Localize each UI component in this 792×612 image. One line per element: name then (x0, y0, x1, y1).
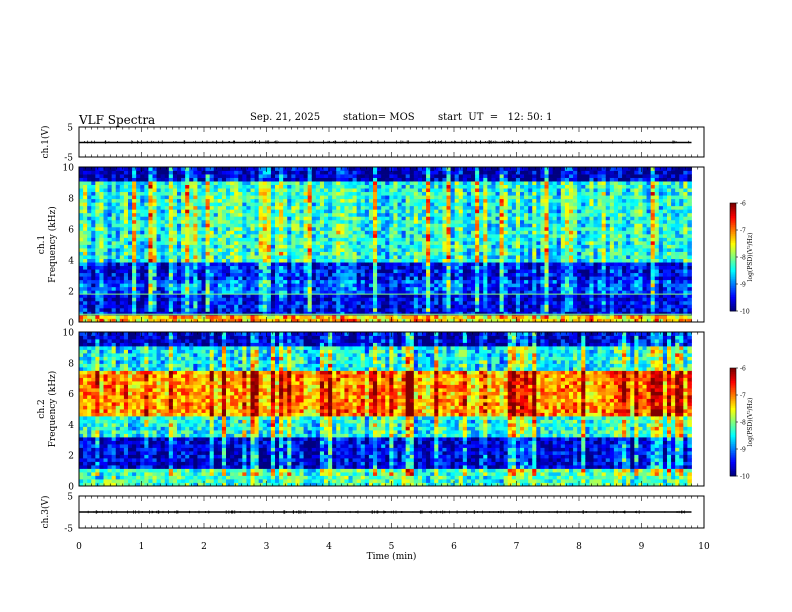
x-tick-label: 6 (451, 542, 457, 552)
y-tick-label-0: -5 (64, 154, 73, 164)
colorbar-tick-label-1: -8 (740, 255, 746, 262)
y-tick-label-3: 5 (67, 493, 73, 503)
x-tick-label: 0 (76, 542, 82, 552)
spectrogram-cells (79, 167, 692, 323)
y-tick-label-spec-1: 0 (68, 319, 74, 329)
y-axis-label-spec-2: Frequency (kHz) (47, 371, 58, 448)
y-tick-label-0: 5 (67, 124, 73, 134)
y-tick-label-spec-2: 8 (68, 359, 74, 369)
y-tick-label-3: -5 (64, 525, 73, 535)
y-axis-label-0: ch.1(V) (40, 126, 51, 159)
x-tick-label: 10 (698, 542, 710, 552)
colorbar-tick-label-1: -9 (740, 282, 746, 289)
x-tick-label: 3 (264, 542, 270, 552)
x-tick-label: 8 (576, 542, 582, 552)
spectrogram-cells (79, 332, 692, 487)
y-tick-label-spec-2: 0 (68, 483, 74, 493)
colorbar-1 (730, 203, 736, 312)
y-tick-label-spec-1: 10 (63, 164, 75, 174)
channel-label-2: ch.2 (37, 399, 47, 418)
station-label: station= MOS (343, 112, 415, 123)
channel-label-1: ch.1 (37, 235, 47, 254)
colorbar-tick-label-2: -10 (740, 474, 750, 481)
y-axis-label-spec-1: Frequency (kHz) (47, 206, 58, 283)
y-tick-label-spec-2: 10 (63, 329, 75, 339)
chart-title: VLF Spectra (79, 113, 156, 127)
colorbar-2 (730, 368, 736, 477)
colorbar-tick-label-1: -10 (740, 309, 750, 316)
colorbar-tick-label-1: -6 (740, 201, 746, 208)
x-tick-label: 7 (514, 542, 520, 552)
y-axis-label-3: ch.3(V) (40, 496, 51, 529)
colorbar-tick-label-2: -7 (740, 393, 746, 400)
y-tick-label-spec-2: 4 (68, 421, 74, 431)
y-tick-label-spec-1: 4 (68, 257, 74, 267)
x-tick-label: 2 (201, 542, 207, 552)
colorbar-tick-label-2: -8 (740, 420, 746, 427)
y-tick-label-spec-1: 8 (68, 195, 74, 205)
x-tick-label: 1 (139, 542, 145, 552)
date-label: Sep. 21, 2025 (250, 112, 321, 123)
start-time-label: start UT = 12: 50: 1 (438, 112, 553, 123)
colorbar-tick-label-1: -7 (740, 228, 746, 235)
x-tick-label: 9 (639, 542, 645, 552)
colorbar-tick-label-2: -6 (740, 366, 746, 373)
y-tick-label-spec-2: 2 (68, 452, 74, 462)
x-axis-label: Time (min) (367, 551, 417, 562)
y-tick-label-spec-1: 2 (68, 288, 74, 298)
colorbar-tick-label-2: -9 (740, 447, 746, 454)
x-tick-label: 4 (326, 542, 332, 552)
y-tick-label-spec-2: 6 (68, 390, 74, 400)
x-tick-label: 5 (389, 542, 395, 552)
colorbar-label-1: log(PSD)(V²/Hz) (747, 233, 754, 282)
colorbar-label-2: log(PSD)(V²/Hz) (747, 398, 754, 447)
y-tick-label-spec-1: 6 (68, 226, 74, 236)
